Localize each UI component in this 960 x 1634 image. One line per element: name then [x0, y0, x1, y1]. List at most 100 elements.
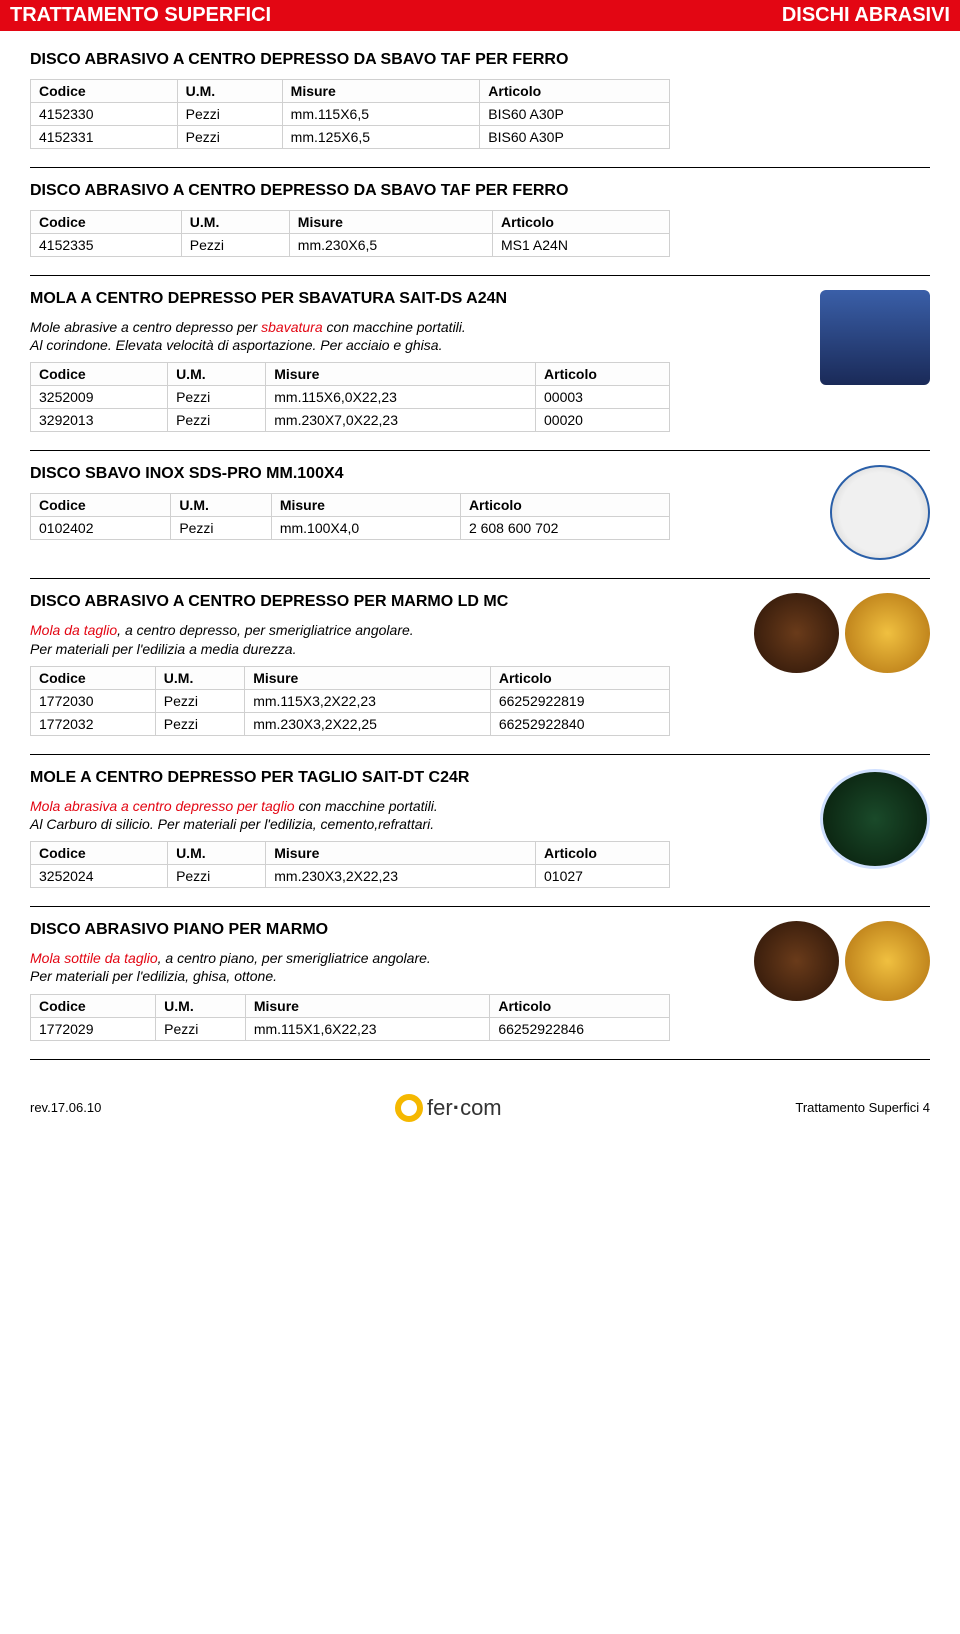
table-header-articolo: Articolo	[480, 80, 670, 103]
product-image	[820, 769, 930, 869]
product-table: CodiceU.M.MisureArticolo4152330Pezzimm.1…	[30, 79, 670, 149]
section-title: DISCO SBAVO INOX SDS-PRO MM.100X4	[30, 465, 815, 483]
product-image	[754, 921, 930, 1001]
product-section: DISCO ABRASIVO A CENTRO DEPRESSO DA SBAV…	[30, 182, 930, 257]
section-title: DISCO ABRASIVO A CENTRO DEPRESSO PER MAR…	[30, 593, 739, 611]
table-header-articolo: Articolo	[490, 994, 670, 1017]
section-title: DISCO ABRASIVO A CENTRO DEPRESSO DA SBAV…	[30, 51, 930, 69]
cell-um: Pezzi	[177, 126, 282, 149]
cell-articolo: 01027	[536, 865, 670, 888]
cell-misure: mm.115X3,2X22,23	[245, 689, 491, 712]
cell-articolo: 66252922819	[490, 689, 669, 712]
header-bar: TRATTAMENTO SUPERFICI DISCHI ABRASIVI	[0, 0, 960, 31]
cell-misure: mm.115X6,5	[282, 103, 480, 126]
cell-misure: mm.115X1,6X22,23	[245, 1017, 490, 1040]
table-header-codice: Codice	[31, 842, 168, 865]
product-section: DISCO ABRASIVO A CENTRO DEPRESSO PER MAR…	[30, 593, 930, 735]
table-header-um: U.M.	[168, 842, 266, 865]
section-separator	[30, 167, 930, 168]
table-header-um: U.M.	[155, 666, 244, 689]
table-row: 4152331Pezzimm.125X6,5BIS60 A30P	[31, 126, 670, 149]
table-row: 4152330Pezzimm.115X6,5BIS60 A30P	[31, 103, 670, 126]
cell-codice: 1772032	[31, 712, 156, 735]
cell-um: Pezzi	[155, 689, 244, 712]
cell-articolo: 66252922840	[490, 712, 669, 735]
logo-text-post: com	[460, 1095, 502, 1120]
product-table: CodiceU.M.MisureArticolo4152335Pezzimm.2…	[30, 210, 670, 257]
footer-page: Trattamento Superfici 4	[795, 1100, 930, 1115]
cell-um: Pezzi	[171, 517, 272, 540]
table-header-codice: Codice	[31, 211, 182, 234]
logo-ring-icon	[395, 1094, 423, 1122]
footer: rev.17.06.10 fer·com Trattamento Superfi…	[0, 1084, 960, 1142]
cell-codice: 4152335	[31, 234, 182, 257]
table-row: 3252024Pezzimm.230X3,2X22,2301027	[31, 865, 670, 888]
cell-codice: 4152330	[31, 103, 178, 126]
logo-text-pre: fer	[427, 1095, 453, 1120]
product-section: DISCO ABRASIVO PIANO PER MARMOMola sotti…	[30, 921, 930, 1040]
table-header-um: U.M.	[168, 363, 266, 386]
table-row: 4152335Pezzimm.230X6,5MS1 A24N	[31, 234, 670, 257]
cell-misure: mm.115X6,0X22,23	[266, 386, 536, 409]
section-separator	[30, 275, 930, 276]
cell-articolo: BIS60 A30P	[480, 126, 670, 149]
table-header-misure: Misure	[289, 211, 492, 234]
section-description: Mola abrasiva a centro depresso per tagl…	[30, 797, 805, 833]
section-title: MOLA A CENTRO DEPRESSO PER SBAVATURA SAI…	[30, 290, 805, 308]
table-header-codice: Codice	[31, 666, 156, 689]
product-section: MOLA A CENTRO DEPRESSO PER SBAVATURA SAI…	[30, 290, 930, 432]
cell-codice: 1772030	[31, 689, 156, 712]
section-separator	[30, 906, 930, 907]
cell-misure: mm.230X3,2X22,25	[245, 712, 491, 735]
cell-um: Pezzi	[168, 409, 266, 432]
cell-um: Pezzi	[156, 1017, 246, 1040]
product-image	[830, 465, 930, 560]
cell-articolo: MS1 A24N	[493, 234, 670, 257]
table-header-misure: Misure	[282, 80, 480, 103]
cell-articolo: 2 608 600 702	[460, 517, 669, 540]
cell-codice: 1772029	[31, 1017, 156, 1040]
table-header-codice: Codice	[31, 363, 168, 386]
section-title: DISCO ABRASIVO PIANO PER MARMO	[30, 921, 739, 939]
cell-misure: mm.230X7,0X22,23	[266, 409, 536, 432]
table-header-misure: Misure	[245, 666, 491, 689]
table-header-misure: Misure	[245, 994, 490, 1017]
section-description: Mole abrasive a centro depresso per sbav…	[30, 318, 805, 354]
cell-codice: 4152331	[31, 126, 178, 149]
table-row: 1772029Pezzimm.115X1,6X22,2366252922846	[31, 1017, 670, 1040]
section-separator	[30, 578, 930, 579]
product-table: CodiceU.M.MisureArticolo3252024Pezzimm.2…	[30, 841, 670, 888]
table-row: 3252009Pezzimm.115X6,0X22,2300003	[31, 386, 670, 409]
cell-articolo: 00020	[536, 409, 670, 432]
cell-um: Pezzi	[168, 865, 266, 888]
table-header-codice: Codice	[31, 494, 171, 517]
table-row: 0102402Pezzimm.100X4,02 608 600 702	[31, 517, 670, 540]
page-content: DISCO ABRASIVO A CENTRO DEPRESSO DA SBAV…	[0, 31, 960, 1084]
cell-misure: mm.230X3,2X22,23	[266, 865, 536, 888]
cell-codice: 3252024	[31, 865, 168, 888]
product-table: CodiceU.M.MisureArticolo1772029Pezzimm.1…	[30, 994, 670, 1041]
section-title: DISCO ABRASIVO A CENTRO DEPRESSO DA SBAV…	[30, 182, 930, 200]
product-table: CodiceU.M.MisureArticolo0102402Pezzimm.1…	[30, 493, 670, 540]
cell-codice: 3292013	[31, 409, 168, 432]
product-table: CodiceU.M.MisureArticolo3252009Pezzimm.1…	[30, 362, 670, 432]
table-header-misure: Misure	[266, 842, 536, 865]
product-image	[754, 593, 930, 673]
table-row: 3292013Pezzimm.230X7,0X22,2300020	[31, 409, 670, 432]
section-separator	[30, 1059, 930, 1060]
section-description: Mola da taglio, a centro depresso, per s…	[30, 621, 739, 657]
section-separator	[30, 754, 930, 755]
table-header-um: U.M.	[177, 80, 282, 103]
product-section: DISCO SBAVO INOX SDS-PRO MM.100X4 CodiceU…	[30, 465, 930, 560]
table-header-articolo: Articolo	[490, 666, 669, 689]
cell-misure: mm.125X6,5	[282, 126, 480, 149]
cell-misure: mm.100X4,0	[271, 517, 460, 540]
cell-articolo: 66252922846	[490, 1017, 670, 1040]
table-header-articolo: Articolo	[536, 363, 670, 386]
table-header-articolo: Articolo	[460, 494, 669, 517]
cell-um: Pezzi	[168, 386, 266, 409]
footer-revision: rev.17.06.10	[30, 1100, 101, 1115]
table-row: 1772032Pezzimm.230X3,2X22,2566252922840	[31, 712, 670, 735]
section-title: MOLE A CENTRO DEPRESSO PER TAGLIO SAIT-D…	[30, 769, 805, 787]
product-section: DISCO ABRASIVO A CENTRO DEPRESSO DA SBAV…	[30, 51, 930, 149]
